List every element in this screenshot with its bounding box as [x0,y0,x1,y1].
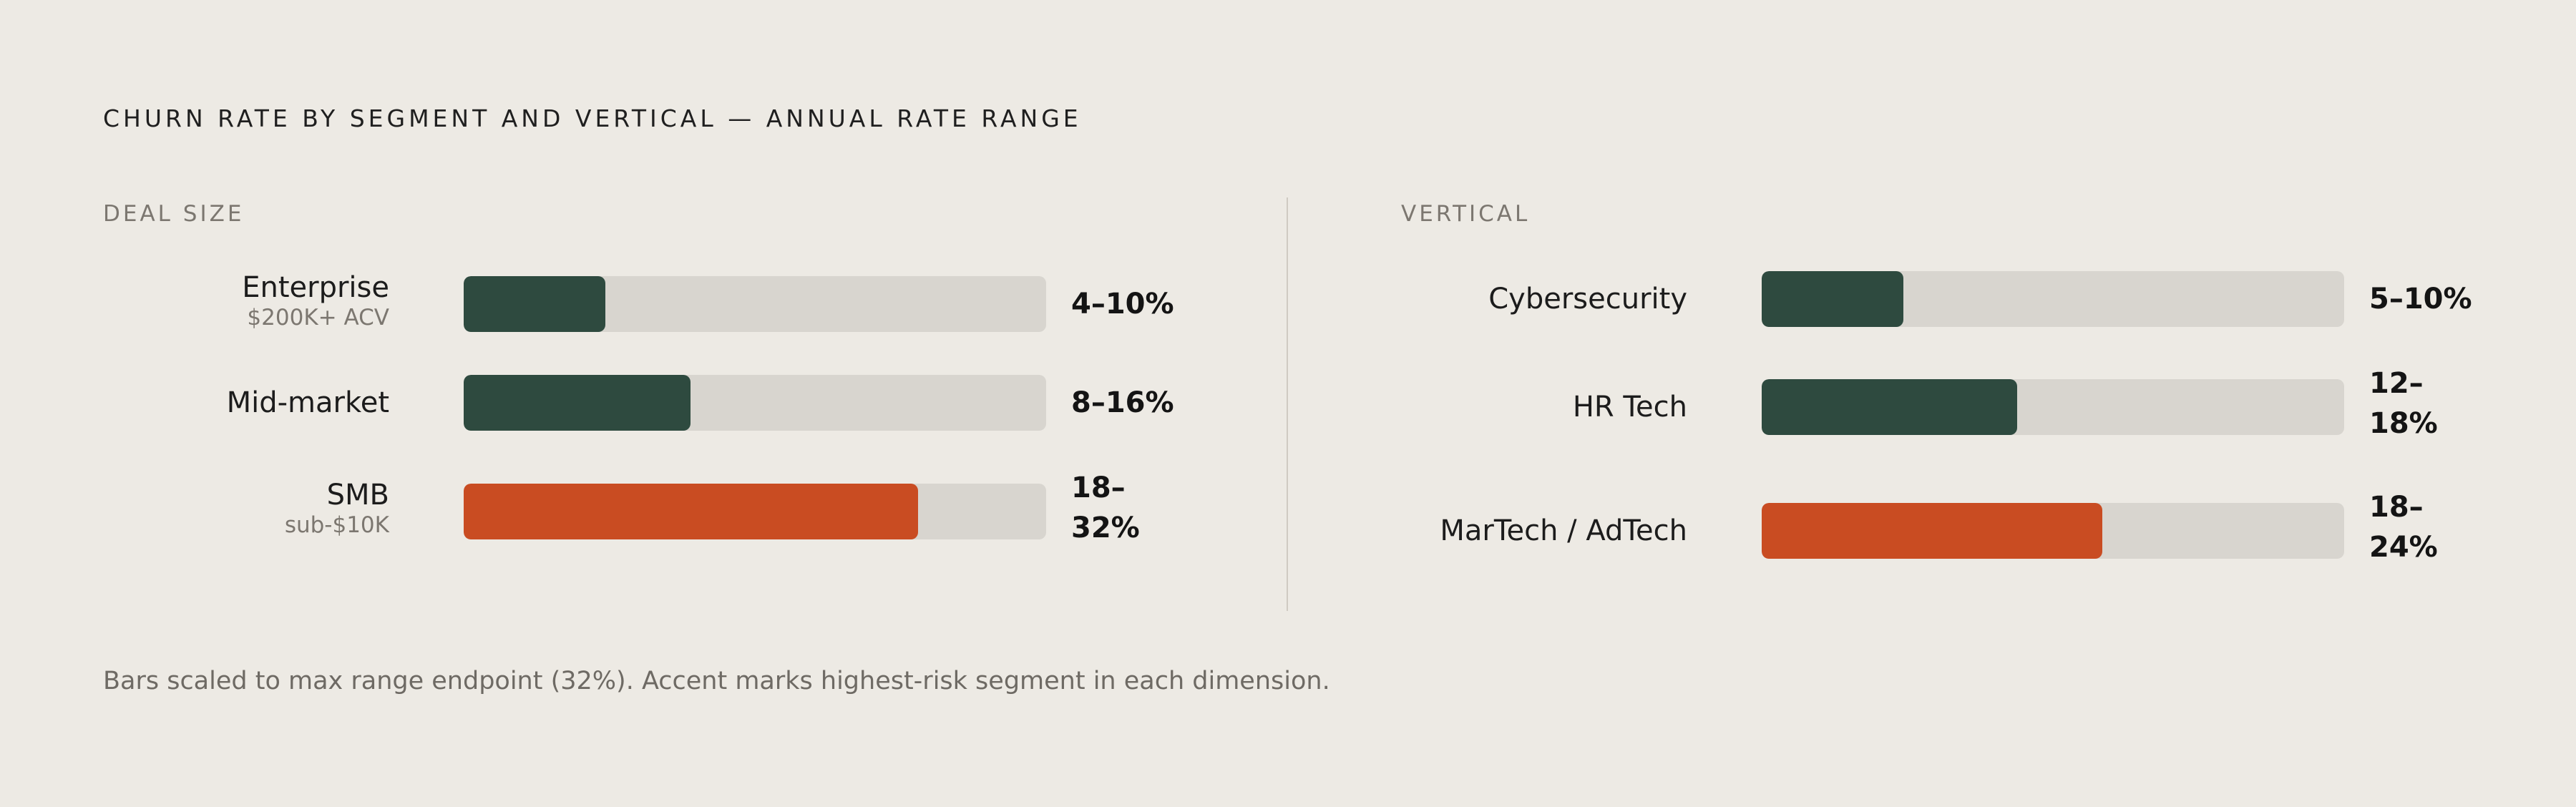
dimension-label-deal-size: DEAL SIZE [103,201,245,227]
category-name: SMB [326,479,389,512]
dimension-label-vertical: VERTICAL [1401,201,1531,227]
category-subtitle: $200K+ ACV [247,305,389,331]
range-label: 12–18% [2369,367,2438,440]
range-label: 18–32% [1071,471,1140,544]
footnote: Bars scaled to max range endpoint (32%).… [103,667,1330,695]
range-label: 5–10% [2369,283,2472,316]
category-label: Mid-market [227,386,389,420]
range-label: 8–16% [1071,386,1174,419]
bar-track [1762,503,2344,559]
bar-track [1762,271,2344,327]
category-name: MarTech / AdTech [1440,514,1687,547]
bar-fill [1762,379,2017,435]
category-label: MarTech / AdTech [1440,514,1687,548]
bar-track [464,484,1046,539]
chart-title: CHURN RATE BY SEGMENT AND VERTICAL — ANN… [103,104,1082,132]
bar-fill-accent [1762,503,2102,559]
bar-fill-accent [464,484,918,539]
bar-fill [1762,271,1903,327]
bar-track [1762,379,2344,435]
category-name: Cybersecurity [1488,283,1687,316]
category-name: Mid-market [226,386,389,419]
category-label: HR Tech [1573,390,1687,424]
vertical-panel: VERTICAL Cybersecurity 5–10% HR Tech 12–18%… [1401,197,2517,627]
category-label: Enterprise $200K+ ACV [242,270,389,331]
bar-track [464,375,1046,431]
range-label: 18–24% [2369,491,2438,564]
bar-fill [464,276,605,332]
deal-size-panel: DEAL SIZE Enterprise $200K+ ACV 4–10% Mid-m… [103,197,1219,627]
bar-track [464,276,1046,332]
bar-fill [464,375,691,431]
category-label: Cybersecurity [1488,282,1687,316]
range-label: 4–10% [1071,288,1174,321]
category-label: SMB sub-$10K [285,478,389,538]
category-name: HR Tech [1572,391,1687,424]
category-subtitle: sub-$10K [284,512,389,538]
panel-divider [1287,197,1288,611]
category-name: Enterprise [242,271,389,304]
